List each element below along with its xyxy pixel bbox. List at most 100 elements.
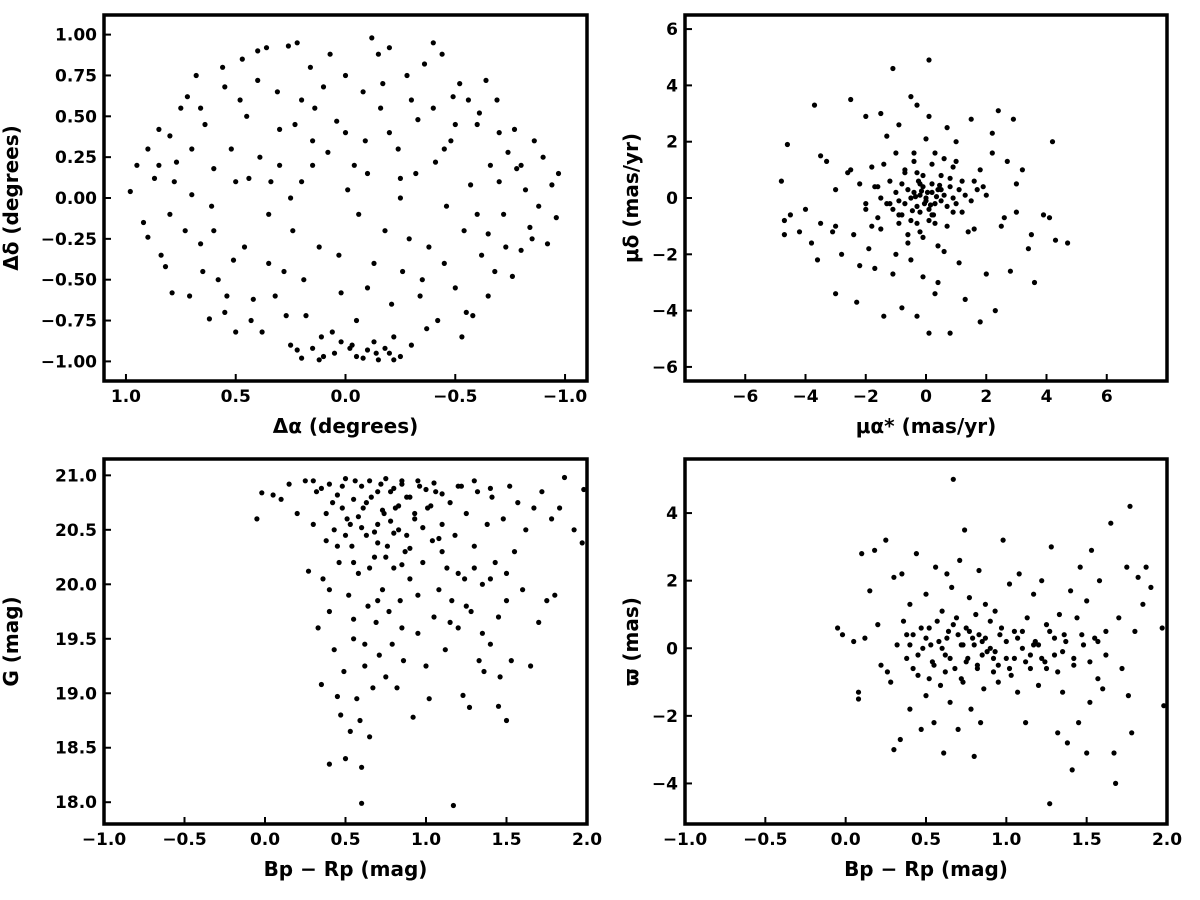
data-point [905, 240, 911, 246]
data-point [1129, 730, 1135, 736]
data-point [364, 347, 371, 353]
data-point [485, 231, 491, 237]
y-tick-label: −0.75 [41, 312, 97, 332]
data-point [1103, 652, 1109, 658]
data-point [373, 619, 379, 626]
data-point [354, 696, 360, 702]
data-point [313, 489, 320, 495]
data-point [917, 209, 923, 215]
data-point [971, 178, 977, 184]
data-point [1052, 237, 1059, 243]
data-point [378, 105, 384, 111]
data-point [299, 97, 305, 103]
data-point [211, 166, 217, 172]
data-point [976, 632, 982, 638]
data-point [430, 40, 436, 46]
data-point [923, 693, 929, 699]
data-point [320, 84, 327, 90]
data-point [953, 158, 959, 164]
data-point [982, 601, 989, 607]
x-tick-label: 4 [1041, 387, 1053, 407]
data-point [1035, 642, 1042, 648]
x-axis-label: μα* (mas/yr) [856, 414, 997, 438]
data-point [501, 211, 507, 217]
data-point [369, 35, 375, 41]
plot-frame [683, 13, 1169, 383]
data-point [959, 209, 965, 215]
data-point [992, 608, 998, 614]
data-point [926, 113, 932, 119]
data-point [1055, 669, 1061, 675]
data-point [471, 478, 477, 484]
data-point [937, 682, 944, 689]
plot-frame [102, 13, 589, 383]
data-point [222, 309, 228, 315]
data-point [926, 217, 932, 224]
data-point [863, 113, 869, 119]
data-point [1008, 672, 1014, 678]
data-point [496, 179, 502, 185]
data-point [145, 146, 151, 152]
data-point [334, 492, 340, 498]
data-point [893, 189, 899, 195]
data-point [380, 81, 386, 87]
data-point [479, 630, 485, 636]
panel-top-right: −6 −4 −2 0 2 4 6 −6 −4 −2 0 2 4 6 μα* (mas/yr) μδ (mas/… [619, 13, 1169, 438]
data-point [944, 571, 950, 577]
data-point [430, 105, 436, 111]
data-point [342, 532, 349, 538]
data-point [1076, 720, 1082, 726]
data-point [1047, 801, 1053, 807]
data-point [206, 316, 212, 322]
data-point [228, 146, 234, 152]
data-point [908, 94, 914, 100]
data-point [359, 764, 365, 770]
data-point [503, 570, 510, 577]
data-point [237, 97, 243, 103]
x-tick-label: −2 [853, 387, 879, 407]
data-point [947, 330, 953, 336]
data-point [355, 570, 361, 577]
data-point [937, 182, 943, 188]
data-point [288, 342, 294, 348]
data-point [932, 150, 938, 156]
data-point [899, 571, 905, 577]
data-point [1051, 635, 1058, 641]
data-point [483, 77, 489, 83]
data-point [389, 641, 395, 647]
data-point [367, 565, 373, 571]
data-point [257, 154, 263, 160]
data-point [259, 329, 265, 335]
data-point [959, 178, 965, 184]
data-point [1015, 689, 1021, 695]
data-point [808, 240, 815, 246]
data-point [1061, 632, 1067, 638]
data-point [412, 516, 418, 522]
data-point [579, 540, 585, 546]
data-point [935, 187, 941, 193]
data-point [404, 532, 410, 538]
data-point [924, 189, 931, 195]
data-point [417, 293, 423, 299]
data-point [950, 476, 956, 482]
data-point [947, 184, 953, 190]
data-point [248, 317, 254, 324]
data-point [156, 126, 162, 132]
data-point [415, 592, 421, 598]
data-point [362, 138, 368, 144]
data-point [910, 632, 916, 638]
data-point [492, 559, 498, 566]
data-point [408, 342, 414, 348]
data-point [336, 559, 342, 566]
data-point [899, 305, 905, 311]
data-point [854, 299, 860, 305]
data-point [884, 133, 890, 139]
data-point [917, 229, 923, 235]
data-point [209, 203, 215, 209]
data-point [878, 195, 884, 201]
data-point [1140, 601, 1146, 607]
data-point [444, 565, 450, 571]
data-point [326, 587, 332, 593]
data-point [278, 496, 284, 502]
data-point [505, 149, 511, 155]
